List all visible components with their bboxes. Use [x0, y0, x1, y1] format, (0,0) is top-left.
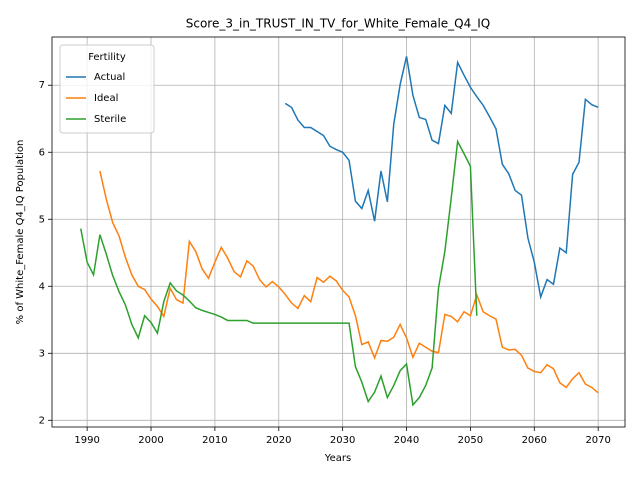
legend-title: Fertility	[88, 52, 126, 63]
line	[99, 170, 599, 394]
x-axis-label: Years	[324, 453, 351, 464]
x-tick-label: 2030	[330, 435, 355, 446]
y-tick-label: 2	[39, 415, 45, 426]
y-tick-label: 7	[39, 80, 45, 91]
y-tick-label: 3	[39, 348, 45, 359]
x-tick-label: 2000	[138, 435, 163, 446]
x-tick-label: 2010	[202, 435, 227, 446]
x-tick-label: 2020	[266, 435, 291, 446]
y-tick-label: 6	[39, 147, 45, 158]
legend-box	[59, 44, 155, 134]
y-tick-label: 4	[39, 281, 45, 292]
line	[80, 139, 478, 407]
x-tick-label: 2050	[458, 435, 483, 446]
line	[284, 56, 599, 300]
legend-label: Ideal	[94, 93, 118, 104]
x-tick-label: 2040	[394, 435, 419, 446]
x-tick-label: 1990	[74, 435, 99, 446]
x-tick-label: 2070	[585, 435, 610, 446]
legend-label: Actual	[94, 72, 125, 83]
y-axis-label: % of White_Female Q4_IQ Population	[15, 140, 26, 325]
plot-frame	[51, 36, 626, 428]
legend-label: Sterile	[94, 114, 126, 125]
chart-title: Score_3_in_TRUST_IN_TV_for_White_Female_…	[186, 17, 490, 31]
x-tick-label: 2060	[522, 435, 547, 446]
y-tick-label: 5	[39, 214, 45, 225]
